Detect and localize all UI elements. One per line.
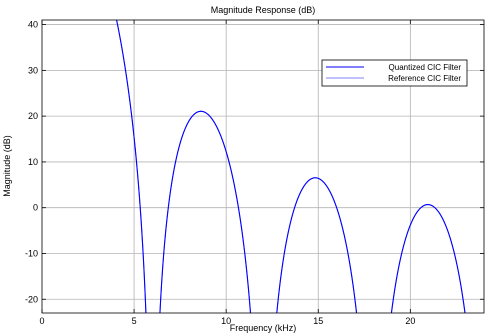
x-tick-label: 5: [132, 316, 137, 326]
legend-label-reference: Reference CIC Filter: [388, 74, 461, 83]
x-tick-labels: 0 5 10 15 20: [39, 316, 415, 326]
y-tick-label: -20: [25, 294, 38, 304]
x-tick-label: 20: [405, 316, 415, 326]
legend-box: [321, 59, 468, 87]
x-tick-label: 10: [221, 316, 231, 326]
legend-label-quantized: Quantized CIC Filter: [389, 63, 462, 72]
y-tick-labels: -20 -10 0 10 20 30 40: [25, 20, 38, 305]
y-axis-label: Magnitude (dB): [2, 135, 12, 197]
y-tick-label: 10: [28, 157, 38, 167]
x-tick-label: 0: [39, 316, 44, 326]
y-tick-label: -10: [25, 248, 38, 258]
y-tick-label: 40: [28, 20, 38, 30]
y-tick-label: 20: [28, 111, 38, 121]
grid-lines: [42, 20, 484, 313]
plot-frame: [41, 19, 485, 314]
y-tick-label: 30: [28, 65, 38, 75]
series-line-quantized: [116, 20, 466, 313]
legend: Quantized CIC Filter Reference CIC Filte…: [321, 59, 468, 87]
x-axis-label: Frequency (kHz): [230, 323, 297, 333]
chart-title: Magnitude Response (dB): [211, 5, 316, 15]
x-tick-label: 15: [313, 316, 323, 326]
series-lines: [116, 20, 466, 313]
y-tick-label: 0: [33, 203, 38, 213]
